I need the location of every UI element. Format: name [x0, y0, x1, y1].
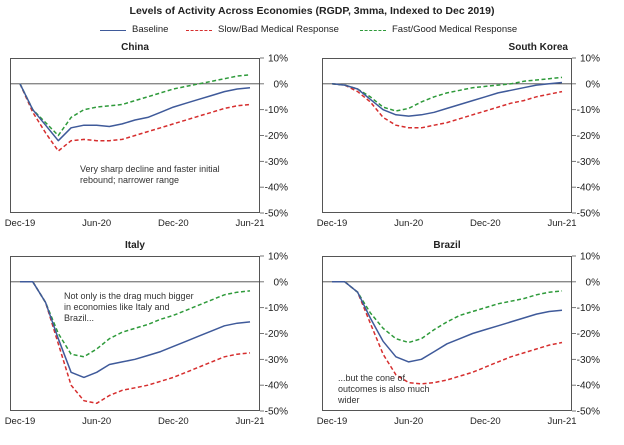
series-line-fast-good-medical-response — [331, 76, 563, 112]
y-tick-label: -30% — [577, 355, 600, 366]
plot-frame — [322, 256, 572, 411]
series-line-slow-bad-medical-response — [19, 83, 251, 152]
series-line-slow-bad-medical-response — [20, 281, 251, 405]
y-tick-label: 0% — [274, 79, 289, 90]
series-line-baseline — [19, 83, 251, 142]
series-line-fast-good-medical-response — [20, 281, 251, 358]
series-line-fast-good-medical-response — [332, 281, 563, 344]
y-tick-label: 10% — [268, 252, 288, 263]
x-tick-label: Dec-19 — [317, 218, 348, 229]
x-tick-label: Jun-20 — [394, 416, 423, 427]
x-tick-label: Jun-20 — [82, 218, 111, 229]
y-tick-label: -50% — [265, 209, 288, 220]
line-chart-italy: 10% 0% -10% -20% -30% -40% -50% Dec-19 Jun-20 Dec… — [5, 252, 289, 428]
x-tick-label: Dec-19 — [317, 416, 348, 427]
panel-title: China — [121, 42, 149, 53]
panel-italy: Italy 10% 0% -10% -20% -30% -40% -50% Dec-19 Jun… — [0, 238, 312, 445]
y-tick-label: -40% — [577, 183, 600, 194]
series-line-slow-bad-medical-response — [331, 83, 563, 129]
y-tick-label: -40% — [577, 381, 600, 392]
x-tick-label: Jun-21 — [235, 416, 264, 427]
y-tick-label: -30% — [577, 157, 600, 168]
y-tick-label: -50% — [577, 407, 600, 418]
x-tick-label: Dec-19 — [5, 416, 36, 427]
y-tick-label: -50% — [577, 209, 600, 220]
y-tick-label: 0% — [586, 79, 601, 90]
y-tick-label: 10% — [268, 54, 288, 65]
x-tick-label: Jun-20 — [394, 218, 423, 229]
x-tick-label: Dec-19 — [5, 218, 36, 229]
panel-title: Italy — [124, 240, 145, 251]
legend-swatch-fast — [360, 30, 386, 31]
panel-title: South Korea — [508, 42, 568, 53]
y-tick-label: -30% — [265, 157, 288, 168]
y-tick-label: -40% — [265, 381, 288, 392]
series-line-slow-bad-medical-response — [332, 281, 563, 385]
y-tick-label: -50% — [265, 407, 288, 418]
x-tick-label: Jun-21 — [547, 416, 576, 427]
x-tick-label: Dec-20 — [470, 218, 501, 229]
panel-south-korea: South Korea 10% 0% -10% -20% -30% -40% -50% Dec… — [312, 40, 624, 235]
y-tick-label: -10% — [577, 105, 600, 116]
legend-label-baseline: Baseline — [132, 24, 169, 35]
chart-title: Levels of Activity Across Economies (RGD… — [129, 5, 495, 17]
plot-frame — [10, 58, 260, 213]
series-line-baseline — [331, 81, 563, 117]
series-line-fast-good-medical-response — [19, 74, 251, 137]
y-tick-label: 10% — [580, 252, 600, 263]
line-chart-china: 10% 0% -10% -20% -30% -40% -50% Dec-19 Jun-20 Dec… — [5, 54, 289, 230]
y-tick-label: -30% — [265, 355, 288, 366]
y-tick-label: -10% — [577, 303, 600, 314]
x-tick-label: Dec-20 — [158, 416, 189, 427]
panel-china: China 10% 0% -10% -20% -30% -40% -50% Dec-19 Jun… — [0, 40, 312, 235]
annotation: ...but the cone of outcomes is also much… — [338, 373, 430, 405]
legend-swatch-slow — [186, 30, 212, 31]
y-tick-label: 0% — [586, 277, 601, 288]
series-line-baseline — [332, 281, 563, 363]
line-chart-south-korea: 10% 0% -10% -20% -30% -40% -50% Dec-19 Jun-20 Dec… — [317, 54, 601, 230]
x-tick-label: Dec-20 — [158, 218, 189, 229]
legend-label-fast: Fast/Good Medical Response — [392, 24, 518, 35]
x-tick-label: Dec-20 — [470, 416, 501, 427]
x-tick-label: Jun-21 — [235, 218, 264, 229]
annotation: Very sharp decline and faster initial re… — [80, 164, 220, 185]
y-tick-label: 0% — [274, 277, 289, 288]
line-chart-brazil: 10% 0% -10% -20% -30% -40% -50% Dec-19 Jun-20 Dec… — [317, 252, 601, 428]
y-tick-label: -40% — [265, 183, 288, 194]
panel-brazil: Brazil 10% 0% -10% -20% -30% -40% -50% Dec-19 Ju… — [312, 238, 624, 445]
y-tick-label: -20% — [577, 131, 600, 142]
y-tick-label: -20% — [577, 329, 600, 340]
panel-title: Brazil — [433, 240, 461, 251]
legend-label-slow: Slow/Bad Medical Response — [218, 24, 339, 35]
y-tick-label: 10% — [580, 54, 600, 65]
y-tick-label: -10% — [265, 105, 288, 116]
y-tick-label: -10% — [265, 303, 288, 314]
x-tick-label: Jun-20 — [82, 416, 111, 427]
legend-swatch-baseline — [100, 30, 126, 31]
plot-frame — [10, 256, 260, 411]
plot-frame — [322, 58, 572, 213]
y-tick-label: -20% — [265, 131, 288, 142]
series-line-baseline — [20, 281, 251, 379]
legend: Baseline Slow/Bad Medical Response Fast/… — [0, 24, 624, 38]
y-tick-label: -20% — [265, 329, 288, 340]
annotation: Not only is the drag much bigger in econ… — [64, 291, 194, 323]
x-tick-label: Jun-21 — [547, 218, 576, 229]
